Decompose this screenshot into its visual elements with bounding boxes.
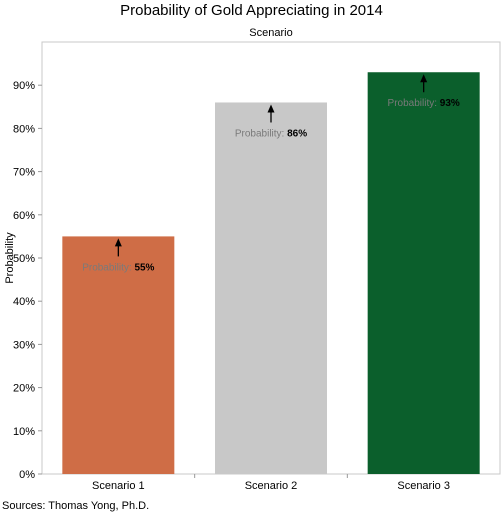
y-tick-label: 10% [13, 426, 35, 438]
data-label: Probability: 86% [235, 128, 307, 139]
data-label-prefix: Probability: [388, 98, 440, 109]
x-tick-label: Scenario 3 [397, 480, 450, 492]
data-label-value: 93% [440, 98, 460, 109]
source-note: Sources: Thomas Yong, Ph.D. [2, 500, 150, 512]
bar [215, 102, 327, 474]
y-tick-label: 20% [13, 383, 35, 395]
y-tick-label: 0% [19, 469, 35, 481]
chart-title: Probability of Gold Appreciating in 2014 [120, 2, 383, 19]
y-tick-label: 90% [13, 80, 35, 92]
y-tick-label: 50% [13, 253, 35, 265]
data-label-prefix: Probability: [82, 262, 134, 273]
annotation-arrow-head [420, 74, 428, 83]
x-tick-label: Scenario 2 [245, 480, 298, 492]
y-axis-label: Probability [4, 232, 16, 284]
y-tick-label: 70% [13, 167, 35, 179]
bar [62, 236, 175, 474]
data-label: Probability: 55% [82, 262, 154, 273]
annotation-arrow-head [114, 238, 122, 247]
bar [367, 72, 480, 475]
x-tick-label: Scenario 1 [92, 480, 145, 492]
data-label-value: 86% [287, 128, 307, 139]
column-header: Scenario [249, 27, 293, 39]
y-tick-label: 30% [13, 339, 35, 351]
y-tick-label: 80% [13, 123, 35, 135]
data-label-prefix: Probability: [235, 128, 287, 139]
data-label-value: 55% [134, 262, 154, 273]
annotation-arrow-head [267, 104, 275, 113]
y-tick-label: 40% [13, 296, 35, 308]
data-label: Probability: 93% [388, 98, 460, 109]
y-tick-label: 60% [13, 210, 35, 222]
